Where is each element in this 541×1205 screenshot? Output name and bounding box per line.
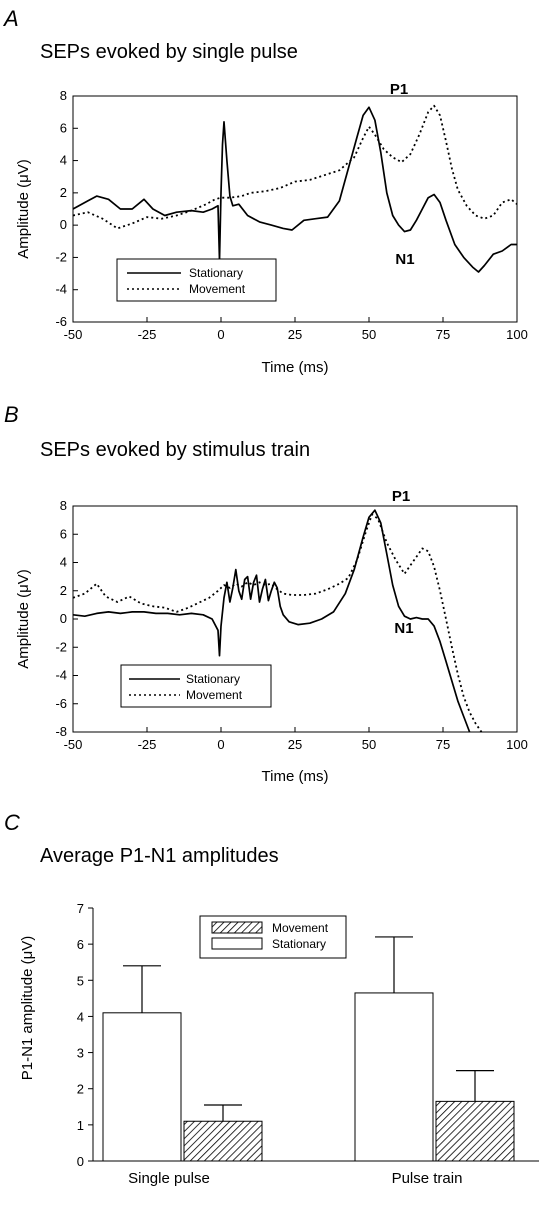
- panel-a-legend-label-movement: Movement: [189, 282, 246, 296]
- y-tick-label: -4: [55, 282, 67, 297]
- series-line-stationary: [73, 509, 471, 733]
- y-tick-label: -2: [55, 249, 67, 264]
- panel-a-legend: Stationary Movement: [116, 258, 277, 302]
- y-tick-label: 0: [60, 611, 67, 626]
- y-tick-label: 8: [60, 88, 67, 103]
- panel-c-y-axis-label: P1-N1 amplitude (μV): [19, 936, 36, 1081]
- panel-a-annotation-p1: P1: [390, 81, 408, 98]
- panel-b-annotation-p1: P1: [392, 488, 410, 505]
- x-tick-label: 75: [436, 327, 450, 342]
- bar-movement-single-pulse: [183, 1120, 263, 1162]
- panel-b-y-axis-label: Amplitude (μV): [15, 569, 32, 669]
- panel-c-legend-label-stationary: Stationary: [272, 937, 326, 951]
- panel-a-x-axis-label: Time (ms): [262, 359, 329, 376]
- y-tick-label: 2: [60, 185, 67, 200]
- x-tick-label: 100: [506, 737, 528, 752]
- panel-a-series: [73, 104, 517, 273]
- y-tick-label: 6: [60, 120, 67, 135]
- x-tick-label: 75: [436, 737, 450, 752]
- panel-c-title: Average P1-N1 amplitudes: [40, 845, 279, 867]
- series-line-stationary: [73, 106, 517, 273]
- y-tick-label: 4: [77, 1009, 84, 1024]
- bar-stationary-single-pulse: [102, 1012, 182, 1162]
- panel-c-legend-label-movement: Movement: [272, 921, 329, 935]
- panel-c-legend-swatch-stationary: [211, 937, 263, 950]
- panel-b-legend-box: [120, 664, 272, 708]
- y-tick-label: 7: [77, 901, 84, 916]
- y-tick-label: 4: [60, 555, 67, 570]
- x-tick-label: -25: [138, 327, 157, 342]
- panel-b-x-axis-label: Time (ms): [262, 768, 329, 785]
- series-line-movement: [73, 104, 517, 230]
- panel-a-annotation-n1: N1: [395, 251, 414, 268]
- x-tick-label: -25: [138, 737, 157, 752]
- y-tick-label: 6: [60, 526, 67, 541]
- y-tick-label: 8: [60, 498, 67, 513]
- panel-a-y-axis-label: Amplitude (μV): [15, 159, 32, 259]
- panel-letter-b: B: [4, 402, 19, 427]
- panel-b-legend: Stationary Movement: [120, 664, 272, 708]
- panel-b-legend-label-stationary: Stationary: [186, 672, 240, 686]
- panel-c-category-label-single-pulse: Single pulse: [128, 1170, 210, 1187]
- panel-c-category-label-pulse-train: Pulse train: [392, 1170, 463, 1187]
- panel-a-title: SEPs evoked by single pulse: [40, 41, 298, 63]
- x-tick-label: 100: [506, 327, 528, 342]
- y-tick-label: 3: [77, 1046, 84, 1061]
- panel-c-legend-swatch-movement: [211, 921, 263, 934]
- y-tick-label: 2: [77, 1082, 84, 1097]
- panel-a-legend-label-stationary: Stationary: [189, 266, 243, 280]
- panel-a: A SEPs evoked by single pulse -50 -25 0 25 5…: [2, 6, 528, 376]
- panel-letter-c: C: [4, 810, 20, 835]
- y-tick-label: -6: [55, 696, 67, 711]
- panel-c: C Average P1-N1 amplitudes 0 1 2 3 4 5 6 7 P1-N…: [4, 810, 539, 1187]
- y-tick-label: -4: [55, 668, 67, 683]
- panel-b: B SEPs evoked by stimulus train -50 -25 0 2…: [4, 402, 528, 785]
- x-tick-label: 25: [288, 737, 302, 752]
- y-tick-label: 1: [77, 1118, 84, 1133]
- x-tick-label: 25: [288, 327, 302, 342]
- y-tick-label: -6: [55, 314, 67, 329]
- panel-a-axes: -50 -25 0 25 50 75 100 -6 -4 -2 0 2 4 6 8: [55, 88, 527, 342]
- x-tick-label: -50: [64, 327, 83, 342]
- y-tick-label: 2: [60, 583, 67, 598]
- panel-b-annotation-n1: N1: [394, 620, 413, 637]
- x-tick-label: 0: [217, 737, 224, 752]
- panel-b-legend-label-movement: Movement: [186, 688, 243, 702]
- panel-a-legend-box: [116, 258, 277, 302]
- bar-stationary-pulse-train: [354, 992, 434, 1162]
- y-tick-label: 0: [60, 217, 67, 232]
- panel-c-legend: Movement Stationary: [199, 915, 347, 959]
- y-tick-label: 4: [60, 153, 67, 168]
- panel-letter-a: A: [2, 6, 19, 31]
- bar-movement-pulse-train: [435, 1100, 515, 1162]
- panel-c-bars: [102, 936, 515, 1162]
- x-tick-label: -50: [64, 737, 83, 752]
- panel-c-legend-box: [199, 915, 347, 959]
- y-tick-label: 5: [77, 973, 84, 988]
- x-tick-label: 50: [362, 327, 376, 342]
- panel-b-axes: -50 -25 0 25 50 75 100 -8 -6 -4 -2 0 2 4 6 8: [55, 498, 527, 752]
- y-tick-label: 0: [77, 1154, 84, 1169]
- y-tick-label: 6: [77, 937, 84, 952]
- panel-b-title: SEPs evoked by stimulus train: [40, 439, 310, 461]
- x-tick-label: 50: [362, 737, 376, 752]
- y-tick-label: -2: [55, 639, 67, 654]
- y-tick-label: -8: [55, 724, 67, 739]
- x-tick-label: 0: [217, 327, 224, 342]
- panel-b-series: [73, 509, 483, 733]
- series-line-movement: [73, 513, 483, 733]
